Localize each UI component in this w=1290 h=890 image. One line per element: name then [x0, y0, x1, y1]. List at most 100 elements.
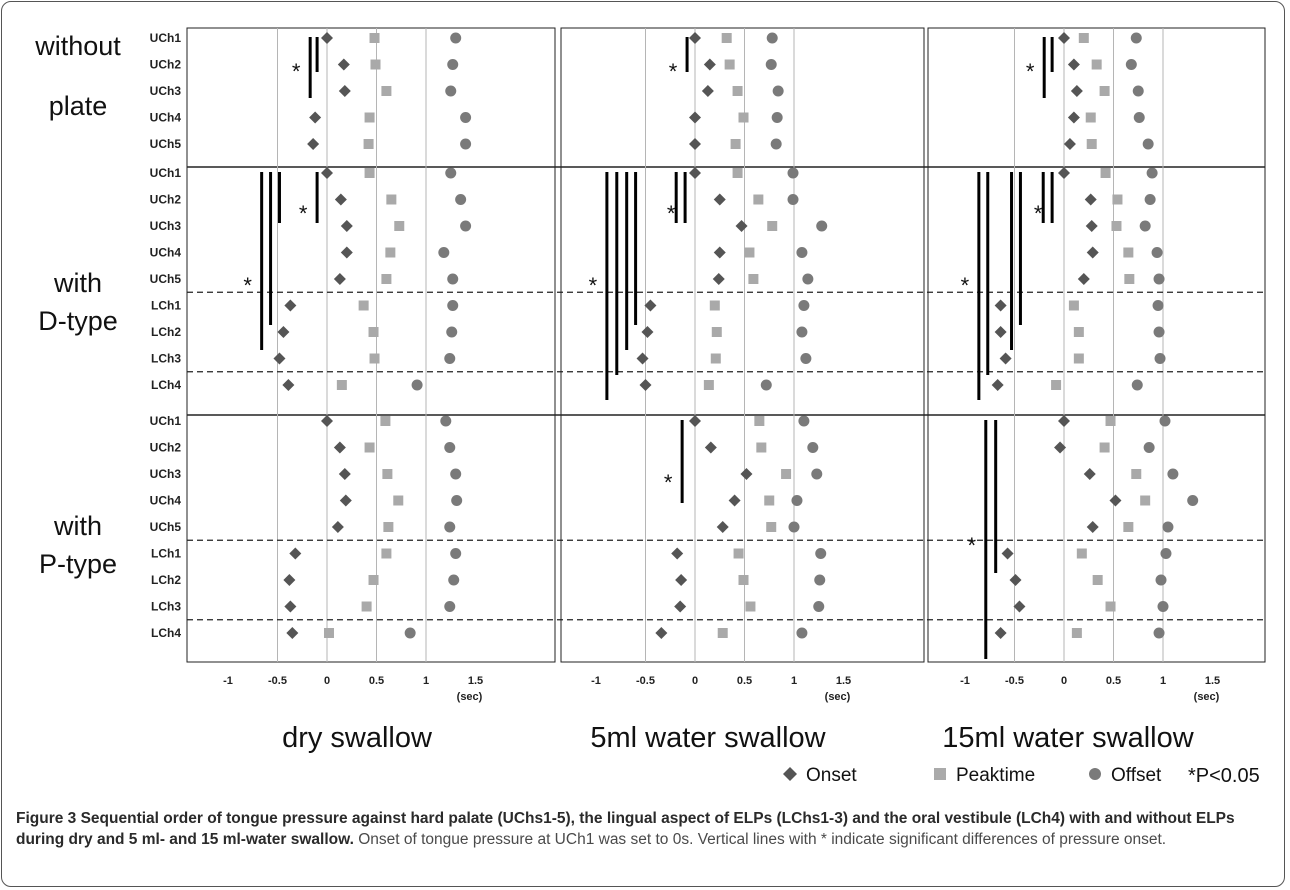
onset-marker — [740, 468, 753, 480]
peak-marker — [368, 575, 379, 585]
peak-marker — [753, 194, 764, 205]
peak-marker — [754, 416, 765, 426]
peak-marker — [382, 469, 393, 479]
peak-marker — [1076, 548, 1087, 559]
offset-marker — [1151, 247, 1163, 258]
peak-marker — [385, 247, 396, 258]
onset-marker — [321, 32, 333, 44]
legend-peaktime-marker — [934, 768, 946, 780]
peak-marker — [711, 327, 722, 337]
peak-marker — [1091, 59, 1102, 70]
legend-label-onset: Onset — [806, 765, 857, 786]
onset-marker — [703, 58, 716, 71]
significance-star: * — [669, 59, 678, 84]
offset-marker — [815, 548, 827, 559]
channel-label-lch4: LCh4 — [151, 626, 181, 640]
peak-marker — [1140, 495, 1151, 506]
onset-marker — [674, 600, 687, 613]
offset-marker — [1153, 627, 1165, 639]
row-label-with-d-type: D-type — [38, 306, 118, 336]
offset-marker — [1143, 442, 1155, 453]
x-unit-label: (sec) — [457, 691, 483, 703]
onset-marker — [713, 193, 726, 206]
peak-marker — [1105, 601, 1116, 612]
peak-marker — [710, 353, 721, 364]
offset-marker — [765, 59, 777, 70]
onset-marker — [1009, 574, 1022, 586]
x-unit-label: (sec) — [825, 691, 851, 703]
onset-marker — [689, 415, 701, 427]
onset-marker — [689, 138, 701, 150]
onset-marker — [1086, 521, 1099, 533]
channel-label-uch2: UCh2 — [150, 441, 182, 455]
offset-marker — [770, 138, 782, 150]
x-tick-label: 1 — [423, 675, 429, 687]
peak-marker — [364, 442, 375, 453]
row-label-without-plate: plate — [49, 91, 108, 121]
onset-marker — [689, 32, 701, 44]
channel-label-uch5: UCh5 — [150, 520, 182, 534]
x-tick-label: 0.5 — [737, 675, 752, 687]
column-title-5ml-water-swallow: 5ml water swallow — [590, 722, 826, 754]
peak-marker — [386, 194, 397, 205]
onset-marker — [340, 246, 353, 259]
channel-label-uch4: UCh4 — [150, 111, 182, 125]
channel-label-uch1: UCh1 — [150, 31, 182, 45]
x-tick-label: -0.5 — [1005, 675, 1024, 687]
onset-marker — [712, 273, 725, 285]
onset-marker — [701, 85, 714, 97]
offset-marker — [444, 442, 456, 453]
onset-marker — [289, 547, 302, 560]
offset-marker — [450, 32, 462, 44]
onset-marker — [1085, 220, 1098, 232]
panel-border — [927, 27, 1266, 663]
onset-marker — [716, 521, 729, 533]
onset-marker — [641, 326, 654, 338]
panel-border — [186, 27, 556, 663]
offset-marker — [1155, 574, 1167, 586]
peak-marker — [393, 495, 404, 506]
onset-marker — [1013, 600, 1026, 613]
onset-marker — [338, 85, 351, 97]
peak-marker — [381, 548, 392, 559]
significance-star: * — [1034, 201, 1043, 226]
offset-marker — [444, 601, 456, 612]
offset-marker — [460, 112, 472, 123]
peak-marker — [730, 139, 741, 149]
row-label-with-p-type: with — [53, 511, 102, 541]
offset-marker — [798, 300, 810, 311]
peak-marker — [323, 628, 334, 638]
onset-marker — [273, 352, 286, 365]
onset-marker — [1054, 441, 1067, 454]
legend-label-peaktime: Peaktime — [956, 765, 1035, 786]
significance-star: * — [961, 273, 970, 298]
onset-marker — [333, 441, 346, 454]
offset-marker — [813, 601, 825, 612]
peak-marker — [738, 575, 749, 585]
x-tick-label: 1 — [1160, 675, 1166, 687]
onset-marker — [321, 415, 333, 427]
channel-label-lch1: LCh1 — [151, 547, 181, 561]
row-label-with-p-type: P-type — [39, 549, 117, 579]
peak-marker — [1073, 327, 1084, 337]
onset-marker — [333, 273, 346, 285]
x-tick-label: 0 — [324, 675, 330, 687]
significance-star: * — [243, 273, 252, 298]
offset-marker — [1153, 273, 1165, 285]
onset-marker — [340, 220, 353, 232]
onset-marker — [735, 220, 748, 232]
offset-marker — [447, 59, 459, 70]
channel-label-uch4: UCh4 — [150, 246, 182, 260]
offset-marker — [1131, 379, 1143, 391]
peak-marker — [1078, 33, 1089, 43]
channel-label-uch1: UCh1 — [150, 166, 182, 180]
offset-marker — [772, 85, 784, 97]
peak-marker — [364, 112, 375, 123]
onset-marker — [277, 326, 290, 338]
offset-marker — [802, 273, 814, 285]
offset-marker — [1159, 415, 1171, 427]
onset-marker — [994, 299, 1007, 312]
offset-marker — [796, 247, 808, 258]
offset-marker — [447, 300, 459, 311]
peak-marker — [1123, 522, 1134, 532]
